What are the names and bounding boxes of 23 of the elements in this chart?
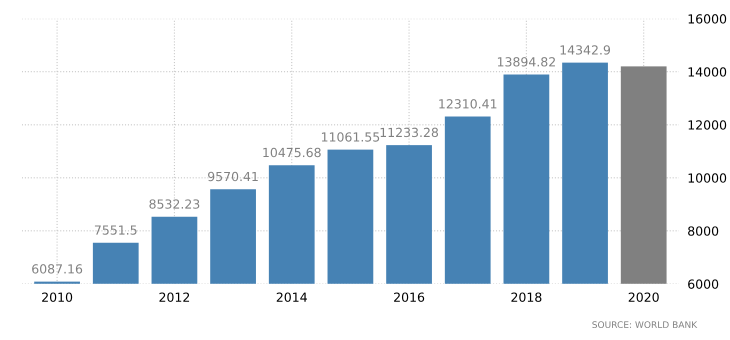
x-tick-label: 2012: [159, 292, 190, 302]
x-tick-label: 2014: [276, 292, 307, 302]
data-label: 7551.5: [94, 225, 137, 235]
data-label: 10475.68: [263, 148, 321, 158]
data-label: 13894.82: [498, 57, 555, 67]
x-tick-label: 2010: [42, 292, 72, 302]
data-label: 14342.9: [560, 45, 610, 55]
data-label: 6087.16: [32, 264, 82, 274]
y-tick-label: 12000: [688, 120, 726, 130]
y-tick-label: 6000: [688, 279, 718, 289]
data-label: 12310.41: [439, 99, 496, 109]
x-tick-label: 2018: [511, 292, 542, 302]
y-tick-label: 8000: [688, 226, 718, 236]
y-tick-label: 10000: [688, 173, 726, 183]
data-label: 8532.23: [149, 199, 200, 209]
y-tick-label: 14000: [688, 67, 726, 77]
x-tick-label: 2020: [628, 292, 659, 302]
data-label: 11233.28: [380, 128, 438, 138]
data-label: 9570.41: [208, 172, 258, 182]
source-note: SOURCE: WORLD BANK: [592, 321, 698, 328]
x-tick-label: 2016: [394, 292, 424, 302]
y-tick-label: 16000: [688, 14, 726, 24]
data-label: 11061.55: [322, 132, 380, 142]
